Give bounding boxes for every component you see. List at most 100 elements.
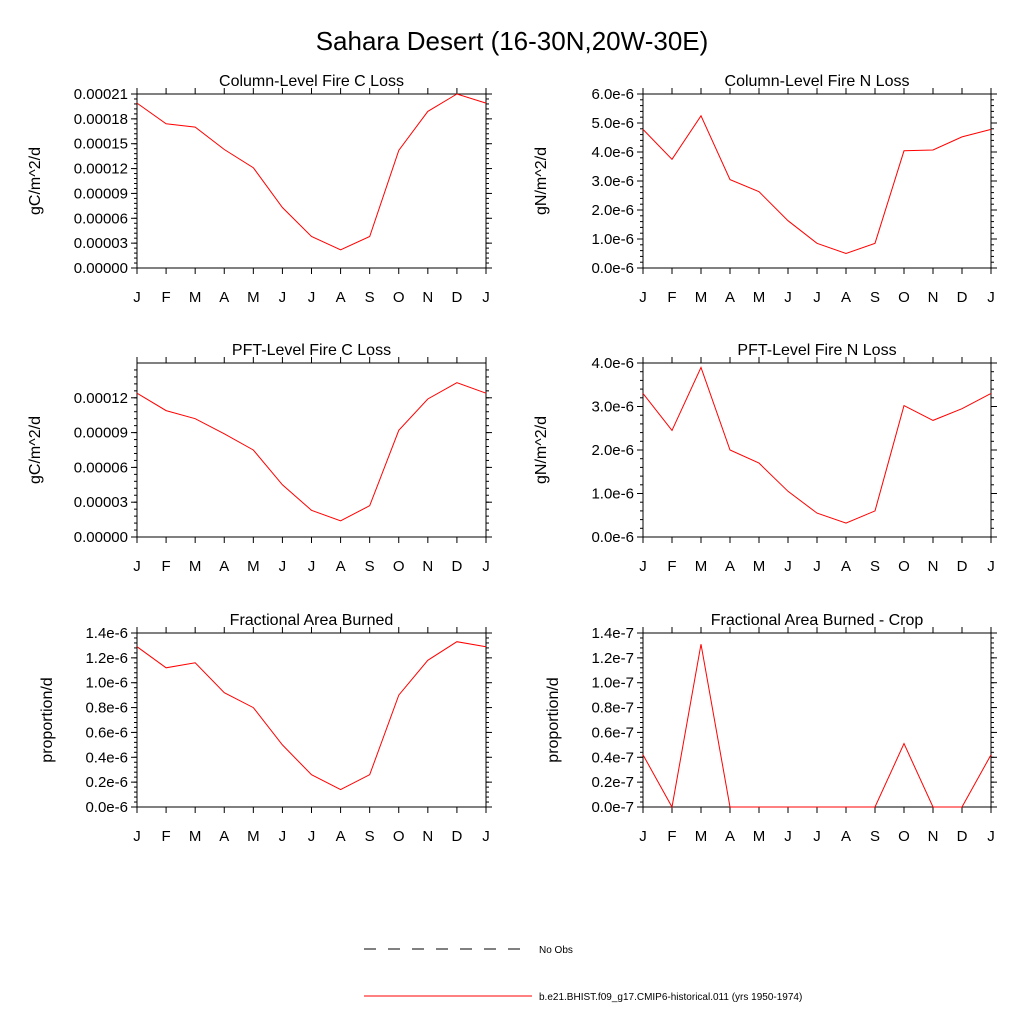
panel-title: Column-Level Fire N Loss bbox=[725, 73, 910, 90]
x-tick-label: J bbox=[813, 289, 821, 306]
y-tick-label: 0.00021 bbox=[74, 86, 128, 103]
x-tick-label: A bbox=[336, 289, 346, 306]
x-tick-label: N bbox=[422, 289, 433, 306]
y-tick-label: 0.00006 bbox=[74, 210, 128, 227]
series-line bbox=[136, 93, 487, 251]
x-tick-label: D bbox=[957, 558, 968, 575]
y-tick-label: 0.0e-6 bbox=[591, 260, 634, 277]
x-tick-label: J bbox=[482, 558, 490, 575]
y-tick-label: 0.00006 bbox=[74, 459, 128, 476]
x-tick-label: S bbox=[870, 558, 880, 575]
legend-label-model: b.e21.BHIST.f09_g17.CMIP6-historical.011… bbox=[539, 992, 802, 1003]
x-tick-label: J bbox=[279, 828, 287, 845]
x-tick-label: J bbox=[482, 828, 490, 845]
x-tick-label: J bbox=[987, 828, 995, 845]
y-tick-label: 2.0e-6 bbox=[591, 202, 634, 219]
series-line bbox=[642, 114, 992, 255]
y-tick-label: 0.0e-6 bbox=[85, 799, 128, 816]
y-tick-label: 0.00003 bbox=[74, 494, 128, 511]
x-tick-label: O bbox=[898, 828, 910, 845]
y-tick-label: 0.00012 bbox=[74, 161, 128, 178]
x-tick-label: F bbox=[161, 558, 170, 575]
x-tick-label: J bbox=[133, 289, 141, 306]
y-tick-label: 0.00009 bbox=[74, 185, 128, 202]
x-tick-label: F bbox=[667, 289, 676, 306]
x-tick-label: O bbox=[898, 558, 910, 575]
x-tick-label: N bbox=[422, 558, 433, 575]
y-axis-label: proportion/d bbox=[39, 677, 56, 762]
panel-title: Fractional Area Burned bbox=[230, 612, 394, 629]
x-tick-label: J bbox=[308, 828, 316, 845]
x-tick-label: A bbox=[336, 828, 346, 845]
x-tick-label: J bbox=[813, 558, 821, 575]
legend: No Obs b.e21.BHIST.f09_g17.CMIP6-histori… bbox=[364, 945, 802, 1003]
x-tick-label: A bbox=[219, 558, 229, 575]
x-tick-label: M bbox=[753, 828, 766, 845]
y-axis-label: gN/m^2/d bbox=[533, 147, 550, 215]
x-tick-label: M bbox=[247, 828, 260, 845]
panel-title: PFT-Level Fire C Loss bbox=[232, 342, 391, 359]
y-tick-label: 0.0e-6 bbox=[591, 529, 634, 546]
x-tick-label: S bbox=[870, 828, 880, 845]
x-tick-label: N bbox=[928, 289, 939, 306]
x-tick-label: J bbox=[639, 289, 647, 306]
x-tick-label: A bbox=[336, 558, 346, 575]
series-line bbox=[136, 641, 487, 791]
x-tick-label: J bbox=[987, 289, 995, 306]
x-tick-label: A bbox=[219, 289, 229, 306]
x-tick-label: M bbox=[247, 289, 260, 306]
x-tick-label: M bbox=[753, 558, 766, 575]
x-tick-label: S bbox=[365, 558, 375, 575]
x-tick-label: A bbox=[841, 828, 851, 845]
plot-frame bbox=[642, 632, 992, 808]
x-tick-label: M bbox=[189, 289, 202, 306]
x-tick-label: F bbox=[161, 289, 170, 306]
y-tick-label: 0.00018 bbox=[74, 111, 128, 128]
x-tick-label: A bbox=[725, 828, 735, 845]
x-tick-label: N bbox=[928, 558, 939, 575]
x-tick-label: S bbox=[365, 828, 375, 845]
x-tick-label: M bbox=[695, 289, 708, 306]
y-axis-label: gC/m^2/d bbox=[27, 416, 44, 484]
figure-title: Sahara Desert (16-30N,20W-30E) bbox=[316, 26, 709, 56]
x-tick-label: J bbox=[279, 558, 287, 575]
x-tick-label: N bbox=[928, 828, 939, 845]
x-tick-label: J bbox=[784, 558, 792, 575]
series-line bbox=[136, 382, 487, 522]
y-tick-label: 3.0e-6 bbox=[591, 173, 634, 190]
x-tick-label: M bbox=[247, 558, 260, 575]
x-tick-label: D bbox=[957, 828, 968, 845]
plot-frame bbox=[642, 93, 992, 269]
x-tick-label: J bbox=[784, 289, 792, 306]
series-line bbox=[642, 366, 992, 524]
y-tick-label: 0.8e-6 bbox=[85, 700, 128, 717]
y-axis-label: gN/m^2/d bbox=[533, 416, 550, 484]
x-tick-label: D bbox=[451, 289, 462, 306]
y-tick-label: 4.0e-6 bbox=[591, 144, 634, 161]
y-tick-label: 5.0e-6 bbox=[591, 115, 634, 132]
y-axis-label: gC/m^2/d bbox=[27, 147, 44, 215]
y-axis-label: proportion/d bbox=[545, 677, 562, 762]
x-tick-label: D bbox=[451, 828, 462, 845]
x-tick-label: M bbox=[189, 558, 202, 575]
y-tick-label: 2.0e-6 bbox=[591, 442, 634, 459]
y-tick-label: 1.4e-6 bbox=[85, 625, 128, 642]
y-tick-label: 0.2e-6 bbox=[85, 774, 128, 791]
y-tick-label: 1.0e-6 bbox=[591, 486, 634, 503]
x-tick-label: J bbox=[308, 558, 316, 575]
x-tick-label: J bbox=[133, 828, 141, 845]
x-tick-label: A bbox=[219, 828, 229, 845]
x-tick-label: M bbox=[189, 828, 202, 845]
x-tick-label: J bbox=[133, 558, 141, 575]
x-tick-label: M bbox=[695, 558, 708, 575]
x-tick-label: J bbox=[639, 558, 647, 575]
x-tick-label: J bbox=[987, 558, 995, 575]
y-tick-label: 0.4e-6 bbox=[85, 749, 128, 766]
x-tick-label: D bbox=[451, 558, 462, 575]
